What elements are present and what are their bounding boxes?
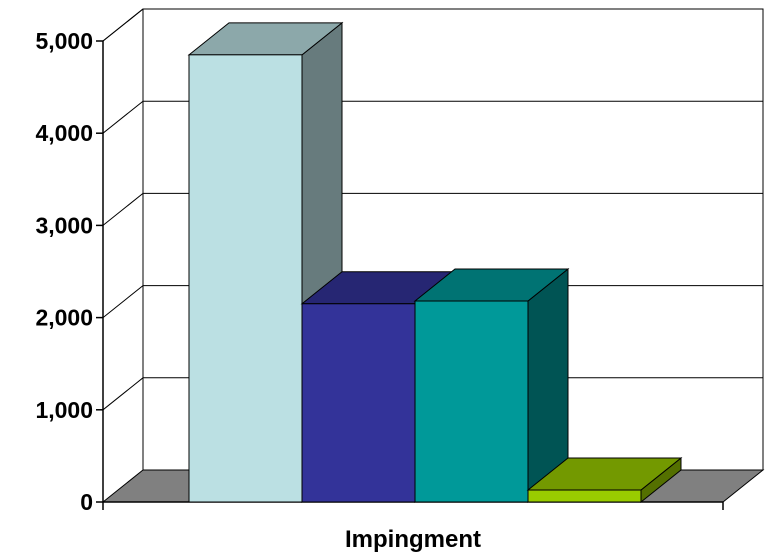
- y-tick-label: 0: [80, 489, 93, 515]
- y-tick-label: 1,000: [35, 397, 93, 423]
- y-tick-label: 2,000: [35, 305, 93, 331]
- y-tick-labels: 0 1,000 2,000 3,000 4,000 5,000: [35, 28, 93, 515]
- gridline: [102, 100, 763, 134]
- y-tick-label: 4,000: [35, 120, 93, 146]
- gridline: [102, 8, 763, 42]
- bar-front-face: [301, 303, 416, 503]
- gridline: [102, 192, 763, 226]
- bar: [413, 267, 570, 504]
- y-tick-label: 3,000: [35, 212, 93, 238]
- y-tick-label: 5,000: [35, 28, 93, 54]
- bar-front-face: [527, 489, 642, 503]
- bar-front-face: [188, 54, 303, 503]
- x-category-label: Impingment: [345, 526, 481, 553]
- bar-front-face: [414, 300, 529, 503]
- bar: [526, 456, 683, 504]
- bars: [187, 21, 683, 504]
- gridlines: [102, 8, 763, 411]
